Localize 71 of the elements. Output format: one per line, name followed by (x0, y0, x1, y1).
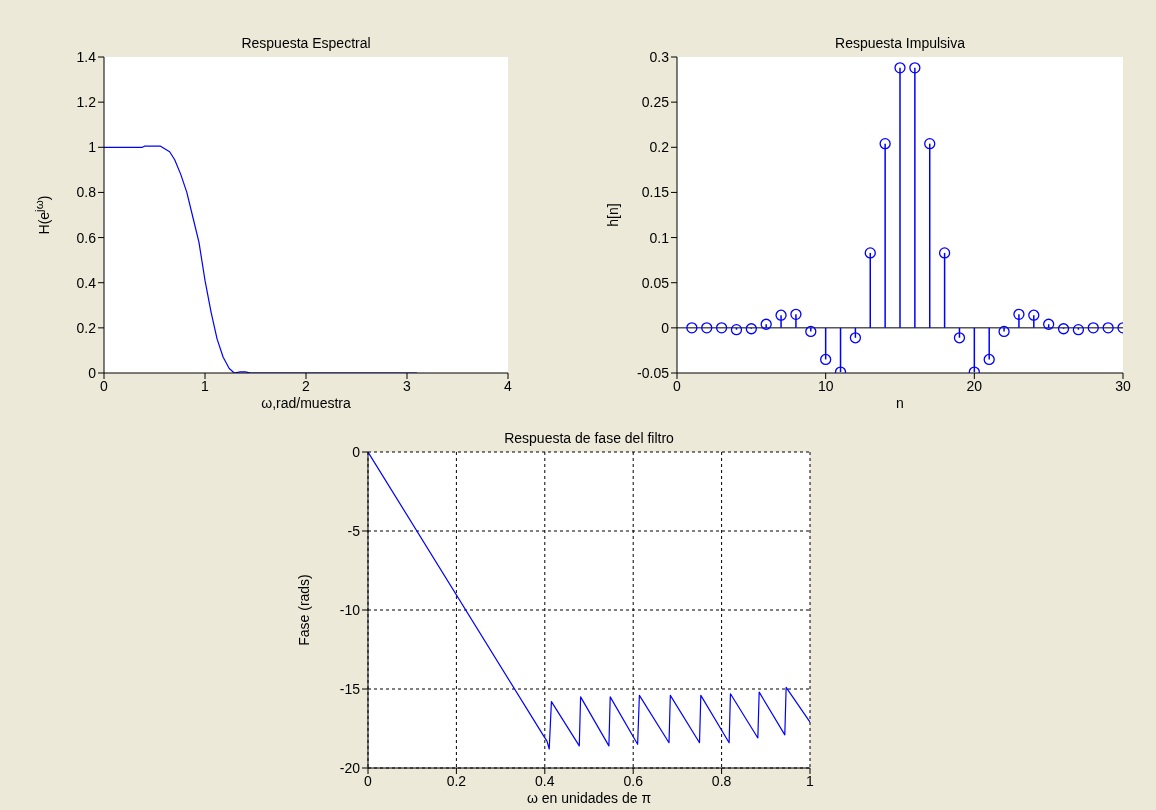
point (1102, 322, 1114, 334)
point (864, 247, 876, 259)
y-tick-label: 0.3 (649, 48, 670, 65)
chart-title: Respuesta Espectral (240, 35, 372, 51)
x-tick-label: 1 (806, 772, 815, 789)
point (894, 62, 906, 74)
y-tick-label: 0 (661, 319, 670, 336)
point (1087, 322, 1099, 334)
x-tick-label: 20 (966, 377, 983, 394)
point (820, 353, 832, 366)
x-tick-label: 0.2 (446, 772, 467, 789)
y-tick-label: 0.6 (76, 229, 97, 246)
point (953, 332, 966, 344)
x-axis-title: ω,rad/muestra (260, 395, 352, 411)
point (909, 62, 921, 74)
point (686, 322, 698, 334)
point (983, 353, 995, 366)
x-axis-title: n (895, 395, 905, 411)
y-tick-label: 0.4 (76, 274, 97, 291)
y-tick-label: 0.2 (76, 319, 97, 336)
y-tick-label: 0.8 (76, 184, 97, 201)
y-tick-label: 0 (352, 443, 361, 460)
x-tick-label: 0.6 (623, 772, 644, 789)
point (1057, 323, 1070, 335)
point (879, 138, 891, 150)
x-tick-label: 4 (504, 377, 513, 394)
point (849, 332, 862, 344)
chart-title: Respuesta Impulsiva (834, 35, 966, 51)
point (1072, 324, 1085, 336)
x-tick-label: 0.8 (711, 772, 732, 789)
y-tick-label: 1 (88, 139, 97, 156)
point (775, 309, 787, 321)
point (730, 324, 743, 336)
point (805, 325, 817, 338)
x-tick-label: 0.4 (535, 772, 555, 789)
y-tick-label: -20 (339, 759, 361, 776)
x-tick-label: 0 (100, 377, 109, 394)
y-tick-label: 0 (88, 364, 97, 381)
chart-title: Respuesta de fase del filtro (503, 430, 675, 446)
y-axis-title: Fase (rads) (296, 573, 313, 648)
point (745, 323, 757, 335)
point (760, 318, 772, 330)
y-tick-label: 1.2 (76, 94, 97, 111)
x-tick-label: 10 (817, 377, 834, 394)
y-tick-label: -10 (339, 601, 361, 618)
y-tick-label: 0.05 (641, 274, 670, 291)
x-tick-label: 3 (403, 377, 412, 394)
x-tick-label: 2 (302, 377, 311, 394)
x-axis-title: ω en unidades de π (525, 790, 653, 806)
x-tick-label: 1 (201, 377, 210, 394)
point (1043, 318, 1055, 330)
y-tick-label: 1.4 (76, 48, 97, 65)
point (998, 325, 1010, 338)
y-axis-title: h[n] (605, 202, 622, 229)
point (790, 308, 802, 320)
x-tick-label: 0 (364, 772, 373, 789)
y-tick-label: -0.05 (637, 364, 670, 381)
point (924, 138, 936, 150)
y-tick-label: -5 (347, 522, 361, 539)
point (1028, 309, 1040, 321)
point (1013, 308, 1025, 320)
point (938, 247, 951, 259)
y-tick-label: 0.15 (641, 184, 670, 201)
y-tick-label: -15 (339, 680, 361, 697)
x-tick-label: 30 (1115, 377, 1131, 394)
x-tick-label: 0 (673, 377, 682, 394)
point (701, 322, 713, 334)
y-tick-label: 0.2 (649, 139, 670, 156)
y-tick-label: 0.25 (641, 94, 670, 111)
point (715, 322, 728, 334)
y-tick-label: 0.1 (649, 229, 670, 246)
